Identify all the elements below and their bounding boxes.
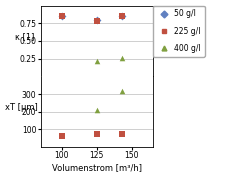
Point (95, 18, 99, 21)
Point (60, 15, 64, 18)
Point (120, 15, 124, 18)
Legend: 50 g/l, 225 g/l, 400 g/l: 50 g/l, 225 g/l, 400 g/l (153, 6, 205, 57)
Y-axis label: xT [µm]: xT [µm] (5, 103, 38, 112)
Point (120, 133, 124, 136)
Point (120, 90, 124, 93)
Point (95, 109, 99, 112)
Point (60, 134, 64, 137)
Point (120, 15, 124, 18)
Point (95, 59, 99, 62)
X-axis label: Volumenstrom [m³/h]: Volumenstrom [m³/h] (52, 163, 142, 172)
Point (95, 20, 99, 23)
Point (95, 132, 99, 135)
Point (120, 56, 124, 59)
Point (60, 15, 64, 18)
Y-axis label: κ [1]: κ [1] (15, 32, 35, 41)
